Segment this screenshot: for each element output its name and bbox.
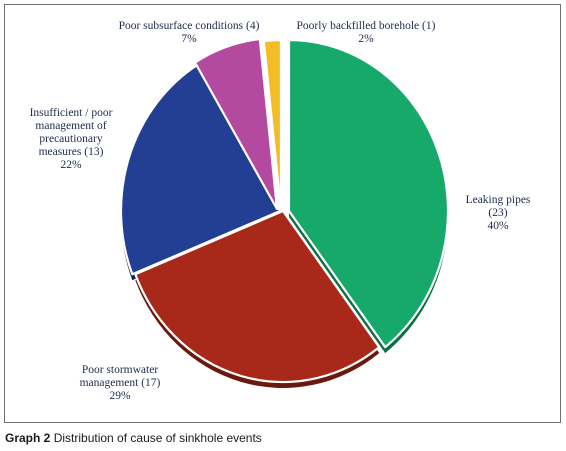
pie-slice-5 bbox=[262, 38, 283, 213]
caption-text: Distribution of cause of sinkhole events bbox=[50, 431, 262, 445]
slice-label-line: Leaking pipes bbox=[466, 194, 531, 206]
slice-label-line: 7% bbox=[181, 33, 197, 45]
slice-label-line: Poorly backfilled borehole (1) bbox=[297, 20, 436, 32]
pie-slice-2 bbox=[134, 209, 381, 384]
pie-slice-3 bbox=[119, 63, 282, 276]
slice-label-line: precautionary bbox=[39, 133, 102, 145]
slice-label-2: Poor stormwater management (17) 29% bbox=[80, 364, 161, 402]
slice-label-5: Poorly backfilled borehole (1) 2% bbox=[297, 20, 436, 45]
pie-slice-4 bbox=[193, 37, 279, 211]
slice-label-line: 40% bbox=[487, 220, 509, 232]
slice-label-line: measures (13) bbox=[39, 146, 104, 158]
slice-label-line: Poor stormwater bbox=[82, 364, 159, 376]
pie-chart: Leaking pipes (23) 40%Poor stormwater manag… bbox=[30, 20, 531, 402]
slice-label-4: Poor subsurface conditions (4) 7% bbox=[119, 20, 260, 45]
slice-label-line: Poor subsurface conditions (4) bbox=[119, 20, 260, 32]
slice-label-line: management of bbox=[35, 120, 106, 132]
slice-label-line: 22% bbox=[60, 159, 82, 171]
pie-slice-1 bbox=[287, 38, 450, 349]
slice-label-3: Insufficient / poor management of precauti… bbox=[30, 107, 113, 171]
caption-lead: Graph 2 bbox=[5, 431, 51, 445]
figure-caption: Graph 2 Distribution of cause of sinkhol… bbox=[5, 431, 262, 445]
slice-label-1: Leaking pipes (23) 40% bbox=[466, 194, 531, 232]
slice-label-line: 2% bbox=[358, 33, 374, 45]
chart-frame: Leaking pipes (23) 40% Poor stormwater manag… bbox=[4, 4, 561, 423]
slice-label-line: management (17) bbox=[80, 377, 161, 389]
slice-label-line: 29% bbox=[109, 390, 131, 402]
slice-label-line: Insufficient / poor bbox=[30, 107, 113, 119]
slice-label-line: (23) bbox=[488, 207, 507, 219]
